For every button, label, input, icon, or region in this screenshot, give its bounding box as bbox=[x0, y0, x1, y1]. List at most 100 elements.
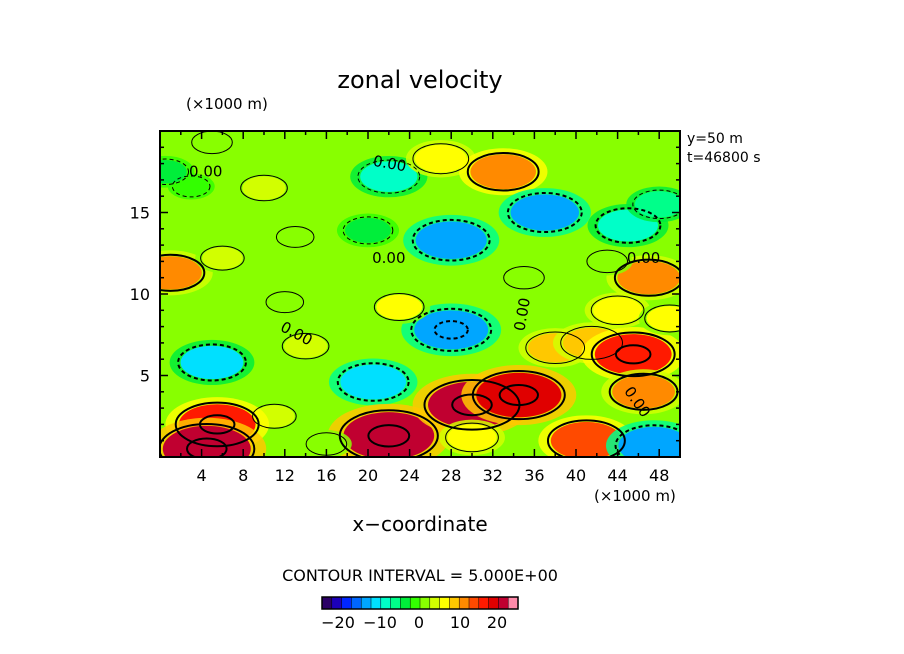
contour-line bbox=[240, 174, 288, 202]
patch-core bbox=[646, 305, 680, 331]
contour-line bbox=[506, 191, 583, 234]
contour-line bbox=[367, 424, 411, 448]
patch-core bbox=[360, 161, 418, 192]
contour-label: 0.00 bbox=[189, 163, 222, 181]
patch-core bbox=[593, 297, 642, 324]
contour-line bbox=[445, 422, 499, 453]
info-depth: y=50 m bbox=[687, 131, 743, 147]
contour-line bbox=[590, 295, 645, 326]
y-tick-label: 15 bbox=[130, 204, 150, 223]
contour-line bbox=[342, 216, 394, 245]
info-time: t=46800 s bbox=[687, 150, 761, 166]
colorbar-swatch bbox=[468, 596, 480, 610]
colorbar-swatch bbox=[360, 596, 372, 610]
x-tick-label: 8 bbox=[238, 466, 248, 485]
y-tick-label: 10 bbox=[130, 285, 150, 304]
colorbar-frame bbox=[321, 596, 519, 610]
patch-core bbox=[415, 221, 487, 260]
contour-line bbox=[177, 343, 247, 382]
contour-label: 0.00 bbox=[510, 296, 534, 332]
axis-ticks bbox=[160, 131, 680, 457]
contour-line bbox=[590, 331, 676, 378]
patch-core bbox=[510, 194, 579, 231]
colorbar-swatch bbox=[370, 596, 382, 610]
patch-core bbox=[307, 433, 346, 455]
colorbar-swatch bbox=[380, 596, 392, 610]
x-tick-label: 28 bbox=[441, 466, 461, 485]
colorbar-swatch bbox=[449, 596, 460, 610]
contour-line bbox=[632, 189, 680, 220]
contour-line bbox=[265, 291, 305, 314]
contour-line bbox=[336, 362, 410, 402]
contour-line bbox=[281, 332, 330, 360]
colorbar-swatch bbox=[341, 596, 352, 610]
contour-label: 0.00 bbox=[372, 152, 408, 176]
patch-core bbox=[612, 375, 675, 409]
patch-core bbox=[180, 345, 244, 380]
contour-line bbox=[471, 369, 566, 421]
patch-core bbox=[162, 425, 251, 457]
y-tick-labels: 5 10 15 bbox=[130, 204, 150, 386]
contour-line bbox=[160, 423, 256, 457]
contour-line bbox=[546, 419, 626, 457]
contour-line bbox=[200, 245, 245, 271]
colorbar-tick-label: −20 bbox=[321, 613, 355, 632]
colorbar-swatch bbox=[419, 596, 431, 610]
patch-core bbox=[550, 421, 622, 457]
contour-line bbox=[412, 143, 470, 175]
x-tick-label: 24 bbox=[399, 466, 419, 485]
x-axis-unit: (×1000 m) bbox=[594, 487, 676, 505]
contour-interval-text: CONTOUR INTERVAL = 5.000E+00 bbox=[282, 566, 558, 585]
patch-core bbox=[414, 310, 489, 350]
colorbar-swatch bbox=[507, 596, 519, 610]
x-tick-label: 20 bbox=[358, 466, 378, 485]
contour-line bbox=[613, 258, 680, 297]
patch-core bbox=[242, 176, 286, 200]
colorbar-ticks: −20 −10 0 10 20 bbox=[321, 613, 507, 632]
colorbar-swatch bbox=[439, 596, 450, 610]
contour-line bbox=[174, 401, 260, 448]
contour-line bbox=[498, 384, 539, 407]
contour-label: 0.00 bbox=[372, 249, 405, 267]
contour-line bbox=[644, 304, 680, 333]
contour-line bbox=[560, 325, 623, 360]
contour-line bbox=[357, 159, 421, 194]
contour-line bbox=[614, 424, 680, 457]
patch-core bbox=[505, 267, 543, 289]
patch-core bbox=[634, 191, 680, 218]
x-tick-label: 40 bbox=[566, 466, 586, 485]
contour-line bbox=[275, 225, 315, 248]
patch-core bbox=[193, 132, 231, 153]
patch-core bbox=[618, 426, 680, 457]
patch-core bbox=[415, 144, 467, 173]
x-axis-label: x−coordinate bbox=[352, 512, 487, 536]
contour-line bbox=[614, 344, 652, 365]
x-tick-labels: 4 8 12 16 20 24 28 32 36 40 44 48 bbox=[197, 466, 670, 485]
contour-line bbox=[373, 293, 425, 322]
contour-line bbox=[586, 249, 629, 274]
colorbar-swatch bbox=[458, 596, 470, 610]
contour-line bbox=[160, 253, 206, 292]
patch-core bbox=[617, 261, 680, 295]
x-tick-label: 16 bbox=[316, 466, 336, 485]
colorbar-swatch bbox=[488, 596, 499, 610]
contour-line bbox=[433, 320, 469, 340]
patch-core bbox=[588, 251, 626, 272]
contour-line bbox=[466, 151, 540, 192]
chart-title: zonal velocity bbox=[337, 66, 502, 94]
colorbar-swatch bbox=[390, 596, 401, 610]
colorbar-swatch bbox=[400, 596, 411, 610]
colorbar-swatch bbox=[321, 596, 333, 610]
heatmap-field bbox=[160, 131, 680, 457]
patch-core bbox=[470, 154, 536, 190]
contour-line bbox=[171, 175, 211, 198]
x-tick-label: 48 bbox=[649, 466, 669, 485]
patch-core bbox=[340, 364, 407, 400]
y-tick-label: 5 bbox=[140, 367, 150, 386]
colorbar-tick-label: 10 bbox=[450, 613, 470, 632]
x-tick-label: 32 bbox=[483, 466, 503, 485]
colorbar-tick-label: 20 bbox=[487, 613, 507, 632]
contour-line bbox=[503, 265, 545, 290]
contour-line bbox=[525, 331, 586, 365]
